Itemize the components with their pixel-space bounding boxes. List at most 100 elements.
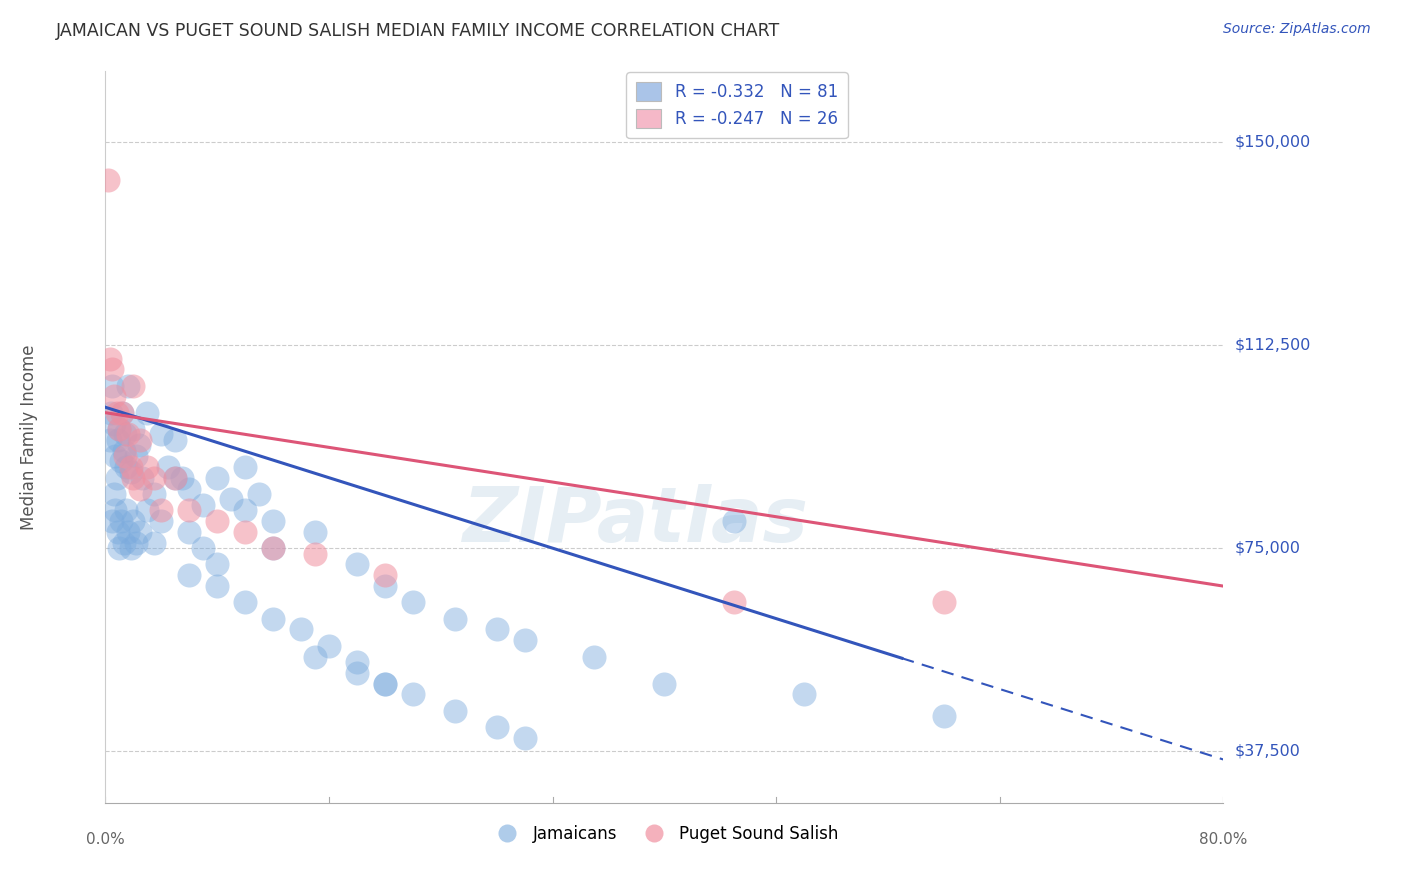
Point <box>485 623 508 637</box>
Point <box>136 459 159 474</box>
Point <box>205 514 228 528</box>
Point <box>443 611 465 625</box>
Point <box>128 438 150 452</box>
Point <box>101 514 124 528</box>
Point <box>120 459 142 474</box>
Point <box>793 688 815 702</box>
Point <box>262 541 284 556</box>
Point <box>233 459 256 474</box>
Point <box>104 449 127 463</box>
Point <box>103 417 125 431</box>
Point <box>346 665 368 680</box>
Point <box>233 524 256 539</box>
Point <box>402 595 425 609</box>
Point <box>165 471 187 485</box>
Point <box>233 595 256 609</box>
Point <box>103 487 125 501</box>
Point <box>150 503 173 517</box>
Point <box>205 471 228 485</box>
Point <box>107 433 129 447</box>
Point <box>143 535 166 549</box>
Point <box>374 568 396 582</box>
Point <box>107 524 129 539</box>
Point <box>110 454 132 468</box>
Point <box>115 503 138 517</box>
Point <box>374 676 396 690</box>
Point <box>110 514 132 528</box>
Point <box>179 568 201 582</box>
Point <box>193 498 215 512</box>
Point <box>129 433 152 447</box>
Point <box>304 524 326 539</box>
Point <box>105 471 128 485</box>
Point <box>290 623 312 637</box>
Point <box>513 731 536 745</box>
Text: 80.0%: 80.0% <box>1199 832 1247 847</box>
Point <box>157 459 180 474</box>
Point <box>179 524 201 539</box>
Point <box>318 639 340 653</box>
Text: $75,000: $75,000 <box>1234 541 1301 556</box>
Point <box>346 655 368 669</box>
Legend: Jamaicans, Puget Sound Salish: Jamaicans, Puget Sound Salish <box>484 818 845 849</box>
Point <box>233 503 256 517</box>
Point <box>723 514 745 528</box>
Point <box>101 378 124 392</box>
Point <box>262 541 284 556</box>
Point <box>103 389 125 403</box>
Point <box>120 541 142 556</box>
Point <box>114 449 136 463</box>
Point <box>150 514 173 528</box>
Point <box>108 422 131 436</box>
Point <box>723 595 745 609</box>
Text: JAMAICAN VS PUGET SOUND SALISH MEDIAN FAMILY INCOME CORRELATION CHART: JAMAICAN VS PUGET SOUND SALISH MEDIAN FA… <box>56 22 780 40</box>
Point <box>143 487 166 501</box>
Point <box>117 378 139 392</box>
Point <box>125 535 148 549</box>
Point <box>143 471 166 485</box>
Point <box>262 611 284 625</box>
Point <box>101 362 124 376</box>
Point <box>932 709 955 723</box>
Point <box>100 406 122 420</box>
Point <box>205 579 228 593</box>
Point <box>165 471 187 485</box>
Point <box>98 351 121 366</box>
Point <box>105 406 128 420</box>
Text: Source: ZipAtlas.com: Source: ZipAtlas.com <box>1223 22 1371 37</box>
Point <box>115 459 138 474</box>
Point <box>513 633 536 648</box>
Point <box>374 676 396 690</box>
Text: 0.0%: 0.0% <box>86 832 125 847</box>
Point <box>112 443 135 458</box>
Point <box>122 378 145 392</box>
Point <box>136 406 159 420</box>
Point <box>114 427 136 442</box>
Point <box>117 427 139 442</box>
Text: ZIPatlas: ZIPatlas <box>464 484 810 558</box>
Point <box>111 406 134 420</box>
Point <box>117 524 139 539</box>
Point <box>98 433 121 447</box>
Point <box>172 471 194 485</box>
Point <box>262 514 284 528</box>
Point <box>111 406 134 420</box>
Point <box>108 541 131 556</box>
Point <box>179 503 201 517</box>
Point <box>125 449 148 463</box>
Point <box>583 649 606 664</box>
Point <box>131 471 153 485</box>
Text: $37,500: $37,500 <box>1234 744 1301 759</box>
Point <box>112 535 135 549</box>
Point <box>179 482 201 496</box>
Point <box>304 547 326 561</box>
Point <box>104 503 127 517</box>
Point <box>129 482 152 496</box>
Point <box>247 487 270 501</box>
Point <box>205 558 228 572</box>
Point <box>122 471 145 485</box>
Point <box>120 465 142 479</box>
Point <box>122 514 145 528</box>
Point <box>932 595 955 609</box>
Text: Median Family Income: Median Family Income <box>20 344 38 530</box>
